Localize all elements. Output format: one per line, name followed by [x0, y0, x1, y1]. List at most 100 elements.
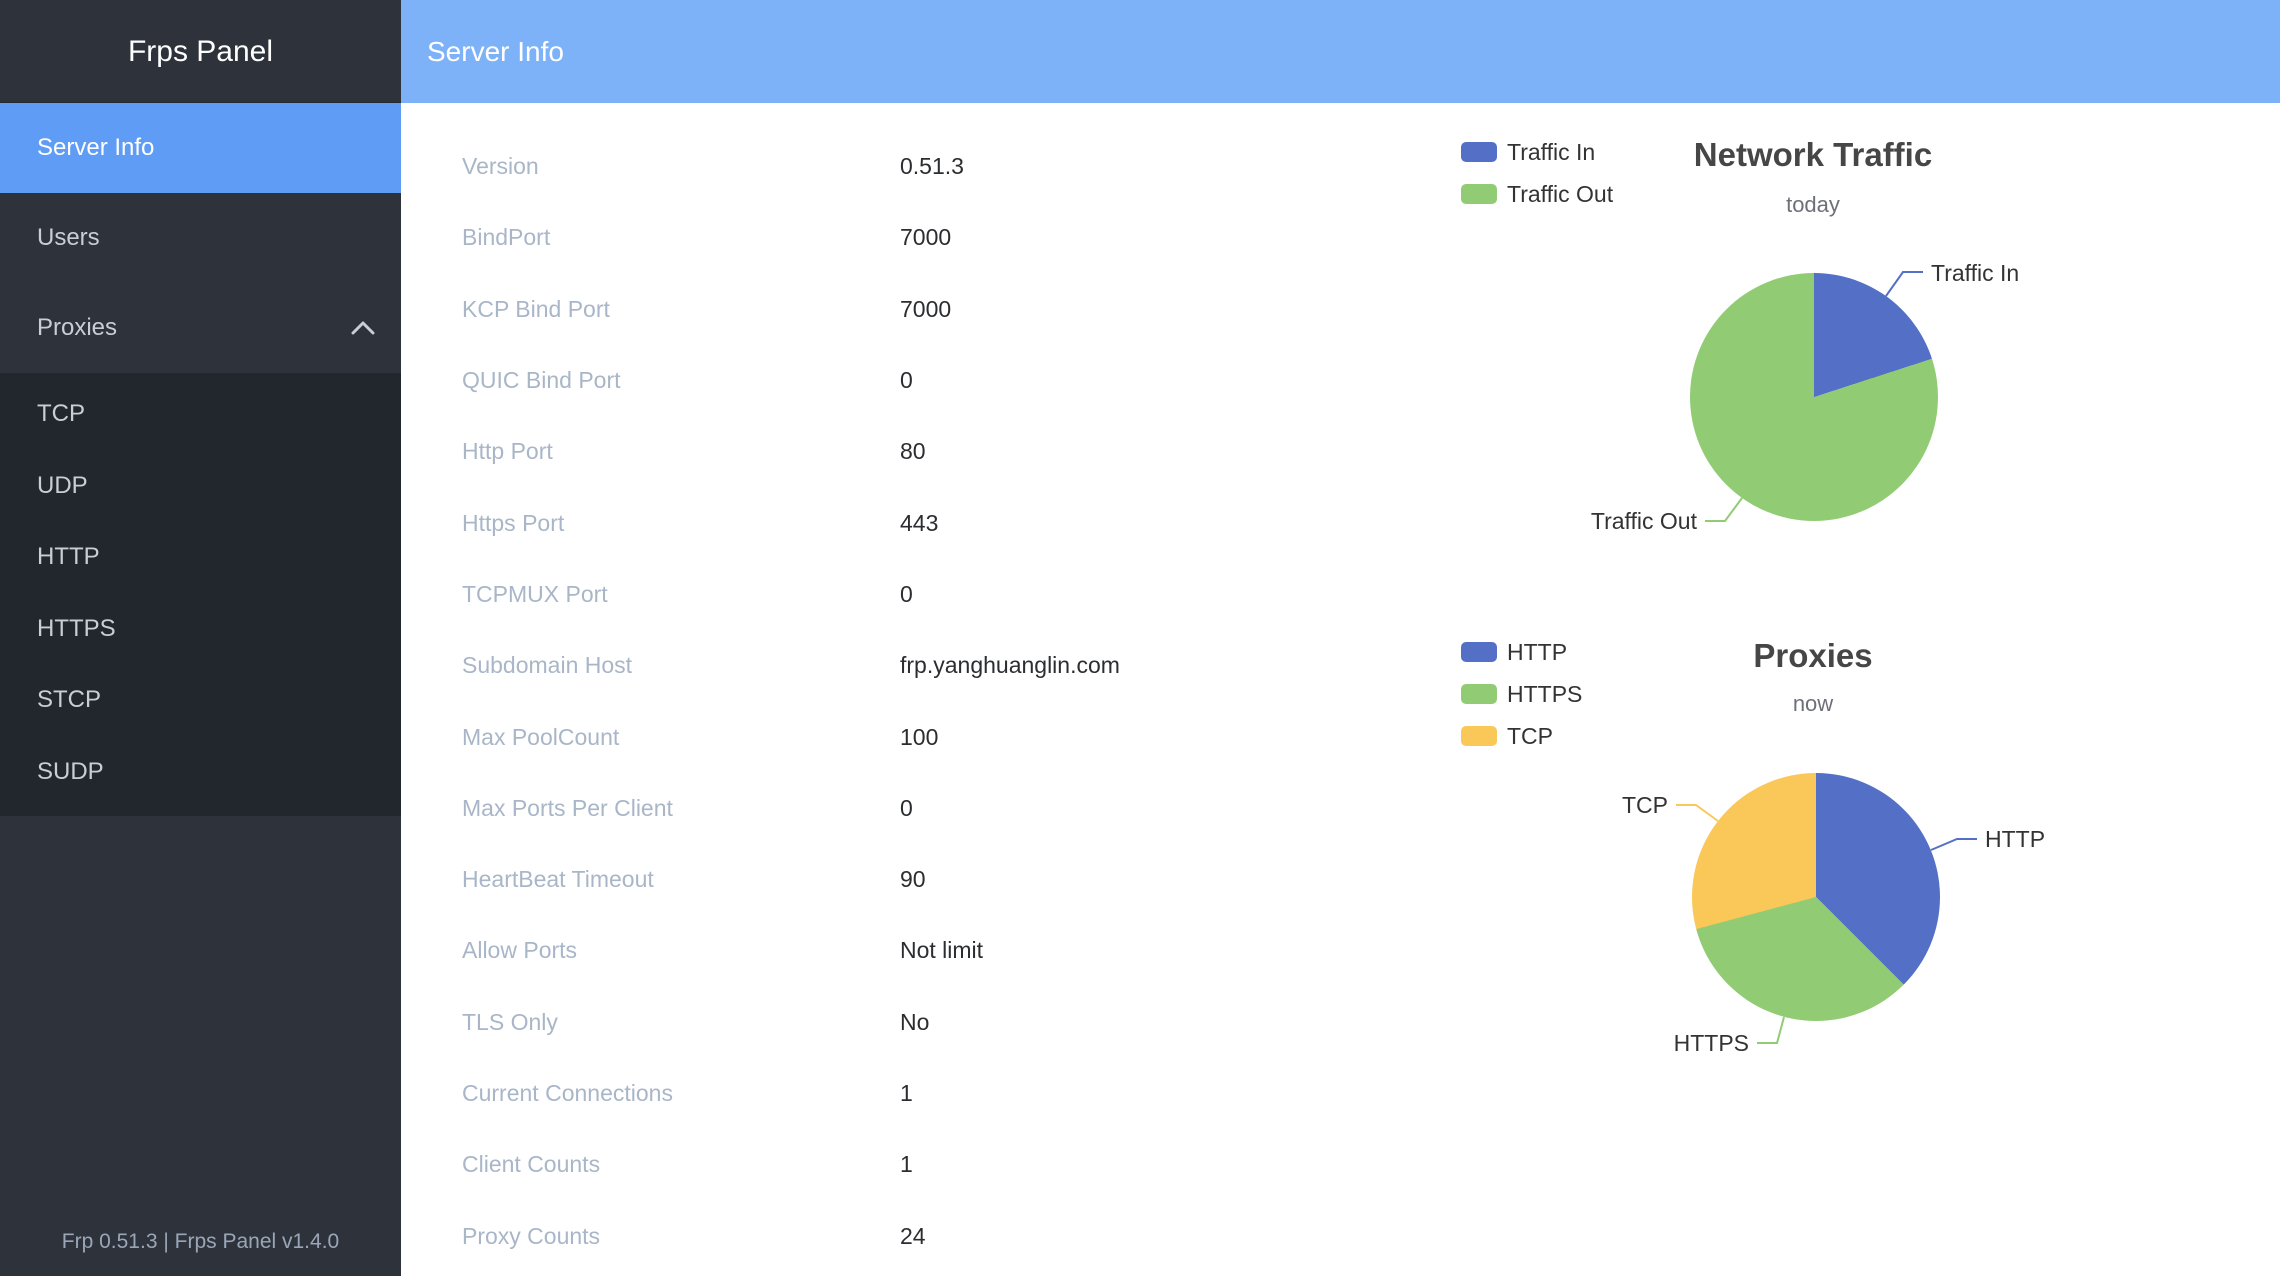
page-title: Server Info	[427, 36, 564, 67]
row-value: 0	[900, 580, 913, 607]
leader-line-https	[1757, 1016, 1785, 1044]
row-label: Current Connections	[462, 1080, 673, 1106]
leader-line-http	[1930, 838, 1977, 851]
table-row: TLS Only No	[462, 987, 1442, 1058]
pie-label-https: HTTPS	[1674, 1030, 1749, 1056]
sidebar-item-label: TCP	[37, 400, 85, 427]
chart-title-proxies: Proxies	[1753, 637, 1873, 674]
row-label: Client Counts	[462, 1151, 601, 1178]
row-value: 100	[900, 723, 939, 750]
legend-label: HTTPS	[1507, 680, 1583, 707]
row-value: 0.51.3	[900, 153, 964, 180]
row-label: HeartBeat Timeout	[462, 866, 654, 893]
legend-item-tcp[interactable]: TCP	[1461, 723, 1582, 749]
legend-label: HTTP	[1507, 638, 1568, 665]
pie-label-traffic-in: Traffic In	[1931, 260, 2019, 286]
sidebar-item-label: Users	[37, 224, 100, 251]
table-row: TCPMUX Port 0	[462, 559, 1442, 630]
app-title: Frps Panel	[127, 35, 274, 68]
table-row: Client Counts 1	[462, 1129, 1442, 1200]
sidebar-item-udp[interactable]: UDP	[0, 450, 401, 522]
leader-line-tcp	[1676, 804, 1719, 822]
row-label: Proxy Counts	[462, 1222, 601, 1249]
row-value: Not limit	[900, 937, 984, 964]
table-row: Version 0.51.3	[462, 131, 1442, 202]
table-row: Https Port 443	[462, 487, 1442, 558]
table-row: Current Connections 1	[462, 1058, 1442, 1129]
table-row: BindPort 7000	[462, 202, 1442, 273]
legend-item-traffic-in[interactable]: Traffic In	[1461, 139, 1613, 165]
sidebar-item-stcp[interactable]: STCP	[0, 664, 401, 736]
sidebar-item-tcp[interactable]: TCP	[0, 378, 401, 450]
row-label: Allow Ports	[462, 937, 578, 964]
row-label: TLS Only	[462, 1008, 558, 1035]
row-label: QUIC Bind Port	[462, 367, 621, 394]
row-value: 443	[900, 509, 939, 536]
legend-swatch-tcp	[1461, 726, 1497, 746]
row-label: Max Ports Per Client	[462, 794, 673, 821]
legend-swatch-https	[1461, 684, 1497, 704]
table-row: QUIC Bind Port 0	[462, 345, 1442, 416]
chart-subtitle-today: today	[1786, 192, 1840, 217]
table-row: Proxy Counts 24	[462, 1200, 1442, 1271]
row-value: No	[900, 1008, 930, 1035]
leader-line-traffic-out	[1705, 497, 1743, 522]
row-value: 80	[900, 438, 926, 465]
pie-label-tcp: TCP	[1622, 792, 1668, 818]
row-label: Http Port	[462, 438, 553, 465]
row-value: 90	[900, 866, 926, 893]
pie-label-http: HTTP	[1985, 826, 2045, 852]
row-value: frp.yanghuanglin.com	[900, 652, 1120, 679]
chevron-up-icon	[351, 321, 375, 335]
sidebar-item-label: Proxies	[37, 314, 118, 341]
row-value: 0	[900, 367, 913, 394]
sidebar-item-https[interactable]: HTTPS	[0, 593, 401, 665]
legend-swatch-traffic-in	[1461, 142, 1497, 162]
legend-item-https[interactable]: HTTPS	[1461, 680, 1583, 707]
row-label: KCP Bind Port	[462, 295, 610, 322]
sidebar-item-label: Server Info	[37, 134, 155, 161]
sidebar-menu: Server Info Users Proxies TCP UDP HTTP H…	[0, 103, 401, 816]
table-row: Max PoolCount 100	[462, 701, 1442, 772]
row-value: 1	[900, 1151, 913, 1178]
legend-proxies: HTTP HTTPS TCP	[1461, 638, 1583, 749]
sidebar-item-sudp[interactable]: SUDP	[0, 736, 401, 808]
row-label: BindPort	[462, 224, 551, 251]
row-value: 1	[900, 1080, 913, 1106]
network-traffic-pie-chart[interactable]	[1690, 273, 1938, 521]
proxies-submenu: TCP UDP HTTP HTTPS STCP SUDP	[0, 373, 401, 816]
table-row: Subdomain Host frp.yanghuanglin.com	[462, 630, 1442, 701]
legend-swatch-traffic-out	[1461, 184, 1497, 204]
sidebar-item-server-info[interactable]: Server Info	[0, 103, 401, 193]
sidebar-item-proxies[interactable]: Proxies	[0, 283, 401, 373]
table-row: Http Port 80	[462, 416, 1442, 487]
row-label: Max PoolCount	[462, 723, 620, 750]
page-header: Server Info	[401, 0, 2280, 103]
chart-subtitle-now: now	[1792, 691, 1834, 716]
row-value: 0	[900, 794, 913, 821]
version-footer: Frp 0.51.3 | Frps Panel v1.4.0	[61, 1230, 340, 1253]
legend-item-traffic-out[interactable]: Traffic Out	[1461, 180, 1614, 207]
sidebar-item-label: UDP	[37, 471, 88, 499]
proxies-pie-chart[interactable]	[1692, 773, 1940, 1021]
pie-label-traffic-out: Traffic Out	[1591, 508, 1698, 534]
table-row: Allow Ports Not limit	[462, 915, 1442, 986]
sidebar-item-users[interactable]: Users	[0, 193, 401, 283]
sidebar-item-label: STCP	[37, 686, 102, 713]
row-value: 24	[900, 1222, 926, 1249]
row-label: Https Port	[462, 509, 565, 536]
row-value: 7000	[900, 295, 952, 322]
row-label: Subdomain Host	[462, 652, 633, 679]
row-label: TCPMUX Port	[462, 580, 608, 607]
sidebar-item-label: HTTPS	[37, 614, 116, 642]
sidebar-item-label: SUDP	[37, 757, 104, 785]
legend-item-http[interactable]: HTTP	[1461, 638, 1582, 665]
sidebar-item-http[interactable]: HTTP	[0, 521, 401, 593]
app-logo: Frps Panel	[0, 0, 401, 103]
chart-title-network-traffic: Network Traffic	[1693, 136, 1933, 173]
row-label: Version	[462, 153, 539, 180]
legend-swatch-http	[1461, 642, 1497, 662]
leader-line-traffic-in	[1885, 271, 1923, 297]
legend-label: Traffic Out	[1507, 180, 1614, 207]
sidebar-item-label: HTTP	[37, 543, 100, 570]
